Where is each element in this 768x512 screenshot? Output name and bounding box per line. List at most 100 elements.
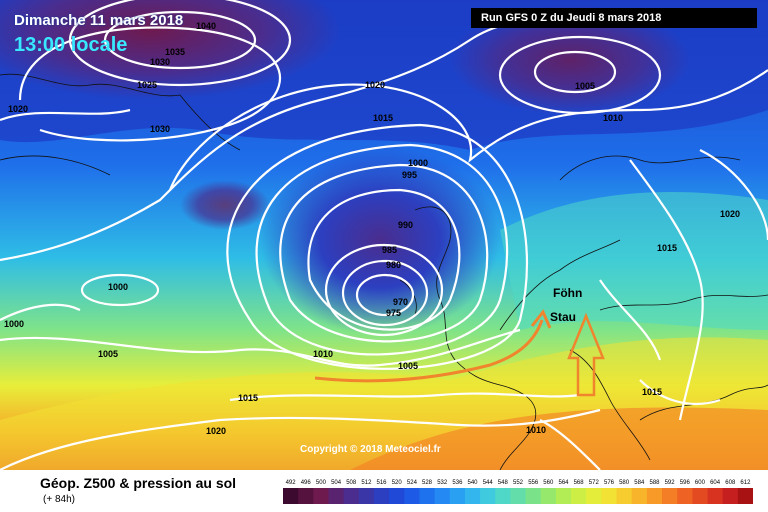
- scale-tick-label: 520: [392, 480, 403, 486]
- scale-tick-label: 556: [528, 480, 539, 486]
- isobar-labels: 1040 1035 1030 1025 1030 1020 1020 1015 …: [4, 21, 740, 436]
- z500-low-topright: [450, 5, 690, 115]
- isobar-label: 1020: [720, 209, 740, 219]
- legend-lead-time: (+ 84h): [43, 494, 75, 505]
- isobar-label: 970: [393, 297, 408, 307]
- scale-tick-label: 608: [725, 480, 736, 486]
- scale-swatch: [374, 488, 390, 504]
- stau-label: Stau: [550, 310, 577, 324]
- scale-swatch: [662, 488, 678, 504]
- scale-swatch: [298, 488, 314, 504]
- scale-tick-label: 600: [695, 480, 706, 486]
- scale-tick-label: 540: [467, 480, 478, 486]
- isobar-label: 1005: [575, 81, 595, 91]
- isobar-label: 990: [398, 220, 413, 230]
- z500-europe-ridge: [500, 191, 768, 330]
- scale-swatch: [601, 488, 618, 504]
- scale-tick-label: 548: [498, 480, 509, 486]
- scale-tick-label: 564: [558, 480, 569, 486]
- isobar-label: 1010: [526, 425, 546, 435]
- scale-swatch: [313, 488, 329, 504]
- isobar-label: 980: [386, 260, 401, 270]
- fohn-flow-arrow: [314, 319, 544, 383]
- scale-swatch: [586, 488, 602, 504]
- coastlines: [0, 73, 768, 470]
- isobar-label: 1020: [206, 426, 226, 436]
- isobar-label: 995: [402, 170, 417, 180]
- isobar-label: 1000: [108, 282, 128, 292]
- isobar-label: 975: [386, 308, 401, 318]
- scale-tick-label: 584: [634, 480, 645, 486]
- flow-arrows: [314, 309, 605, 397]
- legend-title: Géop. Z500 & pression au sol: [40, 475, 237, 491]
- scale-swatch: [495, 488, 511, 504]
- scale-tick-label: 552: [513, 480, 524, 486]
- scale-tick-label: 568: [574, 480, 585, 486]
- scale-tick-label: 536: [452, 480, 463, 486]
- scale-tick-label: 512: [361, 480, 372, 486]
- scale-swatch: [404, 488, 420, 504]
- scale-swatch: [419, 488, 436, 504]
- scale-swatch: [737, 488, 753, 504]
- color-scale: 492 496 500 504 508 512 516 520 524 528 532 536 540 5…: [283, 480, 753, 504]
- scale-tick-label: 524: [407, 480, 418, 486]
- scale-tick-label: 592: [665, 480, 676, 486]
- isobar-label: 1015: [238, 393, 258, 403]
- isobar-label: 1040: [196, 21, 216, 31]
- z500-main-low: [260, 145, 500, 335]
- scale-swatch: [283, 488, 299, 504]
- scale-swatch: [389, 488, 405, 504]
- fohn-arrowhead: [530, 309, 552, 329]
- scale-swatch: [480, 488, 496, 504]
- scale-tick-label: 596: [680, 480, 691, 486]
- scale-swatch: [540, 488, 557, 504]
- scale-swatch: [692, 488, 709, 504]
- scale-swatch: [722, 488, 739, 504]
- scale-swatch: [555, 488, 572, 504]
- scale-tick-label: 572: [589, 480, 600, 486]
- scale-swatch: [646, 488, 663, 504]
- scale-tick-label: 504: [331, 480, 342, 486]
- z500-small-low: [180, 180, 270, 230]
- scale-swatch: [571, 488, 587, 504]
- scale-swatch: [328, 488, 345, 504]
- scale-swatch: [464, 488, 481, 504]
- isobar-label: 1015: [373, 113, 393, 123]
- scale-tick-label: 532: [437, 480, 448, 486]
- copyright-text: Copyright © 2018 Meteociel.fr: [300, 444, 441, 455]
- isobar-label: 985: [382, 245, 397, 255]
- model-run-label: Run GFS 0 Z du Jeudi 8 mars 2018: [471, 8, 757, 28]
- isobar-label: 1030: [150, 57, 170, 67]
- stau-arrow: [567, 312, 605, 397]
- scale-swatch: [707, 488, 724, 504]
- isobars: [0, 0, 768, 470]
- scale-swatch: [525, 488, 542, 504]
- scale-swatch: [434, 488, 451, 504]
- forecast-local-time: 13:00 locale: [14, 34, 128, 56]
- isobar-label: 1020: [365, 80, 385, 90]
- weather-map: 1040 1035 1030 1025 1030 1020 1020 1015 …: [0, 0, 768, 470]
- fohn-label: Föhn: [553, 286, 583, 300]
- isobar-label: 1005: [98, 349, 118, 359]
- scale-tick-label: 500: [316, 480, 327, 486]
- scale-tick-label: 580: [619, 480, 630, 486]
- z500-south-hot: [350, 407, 768, 470]
- isobar-label: 1010: [313, 349, 333, 359]
- scale-tick-label: 516: [376, 480, 387, 486]
- scale-swatch: [343, 488, 360, 504]
- isobar-label: 1015: [657, 243, 677, 253]
- scale-tick-label: 612: [740, 480, 751, 486]
- scale-tick-label: 496: [301, 480, 312, 486]
- scale-tick-label: 544: [483, 480, 494, 486]
- forecast-date: Dimanche 11 mars 2018: [14, 12, 184, 29]
- scale-tick-label: 508: [346, 480, 357, 486]
- isobar-label: 1005: [398, 361, 418, 371]
- scale-tick-label: 604: [710, 480, 721, 486]
- scale-swatch: [358, 488, 375, 504]
- scale-tick-label: 528: [422, 480, 433, 486]
- isobar-label: 1035: [165, 47, 185, 57]
- isobar-label: 1010: [603, 113, 623, 123]
- scale-swatch: [677, 488, 693, 504]
- scale-tick-label: 492: [286, 480, 297, 486]
- scale-tick-label: 560: [543, 480, 554, 486]
